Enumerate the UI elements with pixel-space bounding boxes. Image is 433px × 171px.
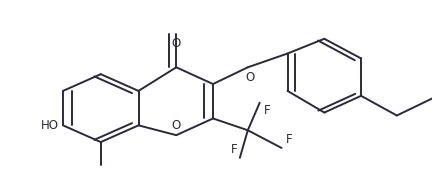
Text: O: O <box>246 71 255 84</box>
Text: F: F <box>231 143 238 156</box>
Text: F: F <box>264 104 271 117</box>
Text: HO: HO <box>41 119 59 132</box>
Text: O: O <box>171 119 181 132</box>
Text: F: F <box>286 133 293 146</box>
Text: O: O <box>171 37 181 50</box>
